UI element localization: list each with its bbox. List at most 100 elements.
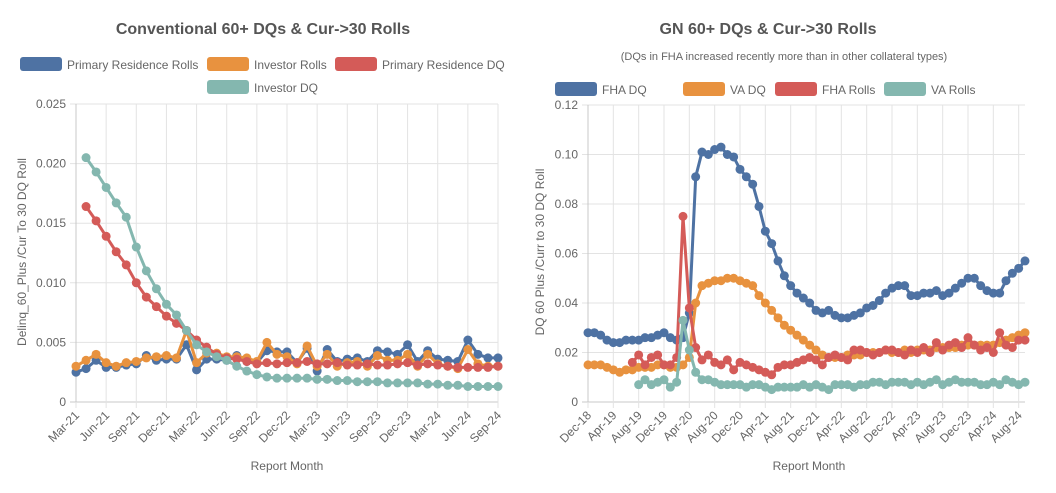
data-point[interactable] — [969, 273, 979, 283]
data-point[interactable] — [767, 239, 777, 249]
data-point[interactable] — [483, 353, 493, 363]
data-point[interactable] — [433, 360, 443, 370]
data-point[interactable] — [729, 152, 739, 162]
data-point[interactable] — [634, 350, 644, 360]
data-point[interactable] — [653, 350, 663, 360]
data-point[interactable] — [292, 373, 302, 383]
data-point[interactable] — [722, 380, 732, 390]
data-point[interactable] — [493, 361, 503, 371]
data-point[interactable] — [976, 281, 986, 291]
data-point[interactable] — [640, 375, 650, 385]
data-point[interactable] — [931, 375, 941, 385]
data-point[interactable] — [716, 142, 726, 152]
data-point[interactable] — [843, 355, 853, 365]
data-point[interactable] — [242, 356, 252, 366]
data-point[interactable] — [596, 330, 606, 340]
data-point[interactable] — [811, 345, 821, 355]
data-point[interactable] — [678, 315, 688, 325]
data-point[interactable] — [312, 359, 322, 369]
data-point[interactable] — [716, 380, 726, 390]
data-point[interactable] — [111, 247, 121, 257]
data-point[interactable] — [722, 273, 732, 283]
data-point[interactable] — [332, 376, 342, 386]
data-point[interactable] — [589, 360, 599, 370]
data-point[interactable] — [463, 362, 473, 372]
data-point[interactable] — [963, 333, 973, 343]
data-point[interactable] — [252, 359, 262, 369]
data-point[interactable] — [710, 276, 720, 286]
data-point[interactable] — [963, 377, 973, 387]
data-point[interactable] — [748, 281, 758, 291]
data-point[interactable] — [101, 231, 111, 241]
data-point[interactable] — [111, 361, 121, 371]
data-point[interactable] — [342, 360, 352, 370]
data-point[interactable] — [151, 284, 161, 294]
data-point[interactable] — [493, 382, 503, 392]
data-point[interactable] — [963, 273, 973, 283]
data-point[interactable] — [773, 382, 783, 392]
data-point[interactable] — [1014, 263, 1024, 273]
data-point[interactable] — [925, 348, 935, 357]
data-point[interactable] — [659, 360, 669, 370]
data-point[interactable] — [272, 373, 282, 383]
data-point[interactable] — [131, 356, 141, 366]
data-point[interactable] — [71, 361, 81, 371]
data-point[interactable] — [754, 291, 764, 301]
data-point[interactable] — [413, 378, 423, 388]
data-point[interactable] — [621, 335, 631, 345]
data-point[interactable] — [282, 358, 292, 368]
data-point[interactable] — [372, 351, 382, 361]
data-point[interactable] — [583, 360, 593, 370]
data-point[interactable] — [453, 362, 463, 372]
data-point[interactable] — [900, 350, 910, 360]
data-point[interactable] — [919, 343, 929, 353]
data-point[interactable] — [192, 358, 202, 368]
data-point[interactable] — [786, 325, 796, 335]
data-point[interactable] — [141, 266, 151, 276]
data-point[interactable] — [621, 365, 631, 375]
data-point[interactable] — [950, 338, 960, 348]
data-point[interactable] — [678, 360, 688, 370]
data-point[interactable] — [767, 370, 777, 380]
data-point[interactable] — [944, 288, 954, 298]
data-point[interactable] — [81, 364, 91, 374]
data-point[interactable] — [874, 296, 884, 306]
data-point[interactable] — [697, 375, 707, 385]
data-point[interactable] — [779, 271, 789, 281]
data-point[interactable] — [881, 345, 891, 355]
data-point[interactable] — [393, 359, 403, 369]
data-point[interactable] — [640, 360, 650, 370]
data-point[interactable] — [779, 320, 789, 330]
data-point[interactable] — [232, 354, 242, 364]
data-point[interactable] — [798, 293, 808, 303]
data-point[interactable] — [640, 333, 650, 343]
data-point[interactable] — [433, 379, 443, 389]
data-point[interactable] — [824, 385, 834, 395]
data-point[interactable] — [403, 378, 413, 388]
data-point[interactable] — [322, 374, 332, 384]
data-point[interactable] — [1007, 268, 1017, 278]
data-point[interactable] — [141, 353, 151, 363]
data-point[interactable] — [382, 347, 392, 357]
data-point[interactable] — [242, 366, 252, 376]
legend-item[interactable]: Primary Residence DQ — [335, 57, 505, 72]
data-point[interactable] — [729, 365, 739, 375]
data-point[interactable] — [691, 298, 701, 308]
data-point[interactable] — [703, 150, 713, 159]
legend-item[interactable]: Investor Rolls — [207, 57, 327, 72]
data-point[interactable] — [121, 260, 131, 270]
data-point[interactable] — [443, 361, 453, 371]
data-point[interactable] — [729, 380, 739, 390]
data-point[interactable] — [868, 377, 878, 387]
data-point[interactable] — [665, 382, 675, 392]
data-point[interactable] — [748, 380, 758, 390]
data-point[interactable] — [171, 310, 181, 320]
data-point[interactable] — [881, 288, 891, 298]
data-point[interactable] — [653, 360, 663, 370]
data-point[interactable] — [957, 377, 967, 387]
data-point[interactable] — [893, 281, 903, 291]
data-point[interactable] — [382, 360, 392, 370]
data-point[interactable] — [121, 358, 131, 368]
data-point[interactable] — [463, 382, 473, 392]
data-point[interactable] — [151, 302, 161, 312]
